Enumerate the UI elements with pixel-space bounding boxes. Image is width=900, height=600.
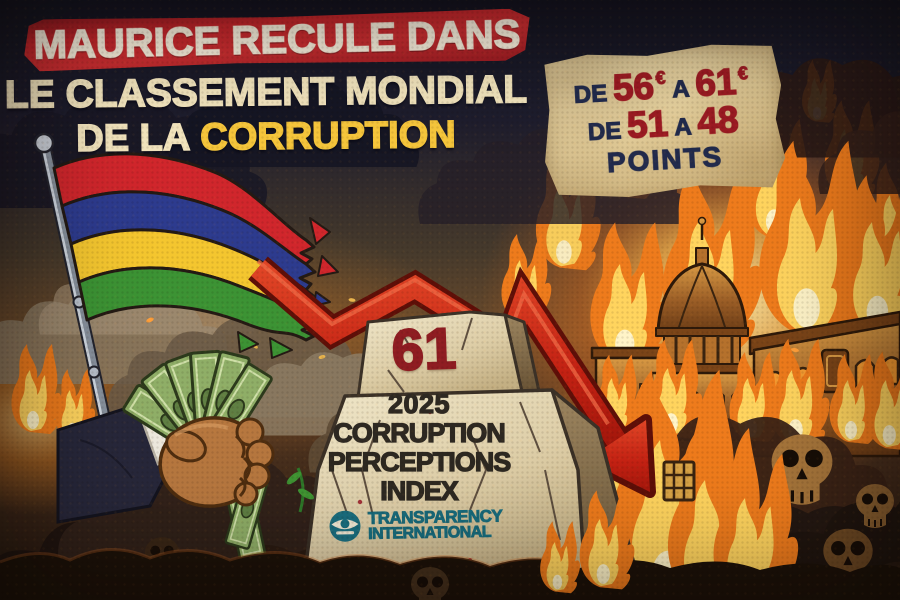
note-score-to: 48 — [696, 98, 740, 143]
transparency-international-logo: TRANSPARENCY INTERNATIONAL — [328, 506, 503, 543]
headline-banner: MAURICE RECULE DANS — [23, 8, 530, 71]
mauritius-flag — [52, 152, 339, 359]
note-rank-from-sup: € — [654, 67, 667, 89]
headline-line2: LE CLASSEMENT MONDIAL — [4, 67, 528, 117]
foreground-rubble — [0, 490, 900, 600]
note-rank-to: 61 — [694, 60, 738, 105]
note-points-label: POINTS — [606, 140, 724, 179]
stone-top-block — [356, 310, 524, 400]
stone-cracks — [331, 317, 561, 541]
ti-line2: INTERNATIONAL — [367, 523, 492, 543]
cpi-caption: 2025 CORRUPTION PERCEPTIONS INDEX — [316, 389, 522, 506]
headline: MAURICE RECULE DANS LE CLASSEMENT MONDIA… — [0, 14, 532, 162]
note-score-from: 51 — [625, 102, 670, 146]
skull-icon — [410, 566, 450, 600]
note-word: A — [671, 75, 691, 104]
note-rank-to-sup: € — [737, 63, 749, 84]
cpi-year: 2025 — [387, 389, 451, 419]
transparency-international-logo-icon — [329, 510, 361, 542]
burning-gate-detail — [662, 460, 696, 502]
flag-torn-fragments — [237, 217, 339, 359]
note-word: DE — [573, 80, 608, 109]
transparency-international-wordmark: TRANSPARENCY INTERNATIONAL — [367, 506, 503, 543]
headline-line3-prefix: DE LA — [75, 116, 191, 161]
note-rank-from: 56 — [611, 65, 656, 109]
cpi-title-line1: CORRUPTION — [333, 417, 507, 448]
fist — [158, 416, 275, 508]
hand-holding-money — [56, 349, 275, 562]
note-word: DE — [587, 117, 623, 147]
plant-sprig — [286, 467, 314, 513]
cpi-title-line2: PERCEPTIONS — [327, 446, 512, 477]
cpi-title-line3: INDEX — [380, 475, 460, 506]
cpi-rank-number: 61 — [390, 315, 459, 384]
ground-fire — [11, 344, 799, 600]
flagpole — [33, 132, 120, 466]
headline-banner-text: MAURICE RECULE DANS — [33, 11, 521, 68]
headline-line3-highlight: CORRUPTION — [199, 113, 456, 159]
headline-line3: DE LA CORRUPTION — [0, 113, 532, 162]
note-word: A — [673, 113, 693, 142]
ranking-note: DE 56 € A 61 € DE 51 A 48 POINTS — [539, 39, 787, 204]
building-cornice — [590, 346, 664, 360]
